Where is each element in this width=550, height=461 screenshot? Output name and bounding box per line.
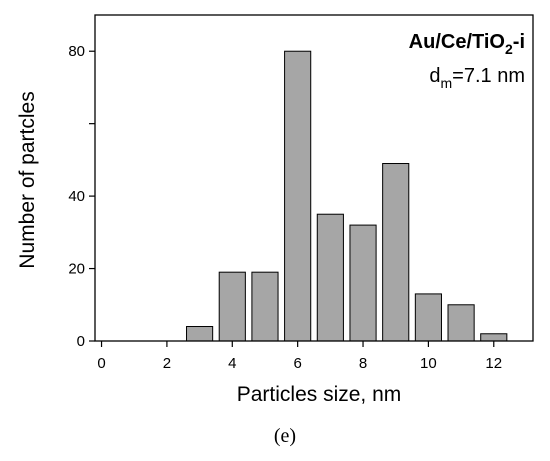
sample-label: Au/Ce/TiO2-i [409,31,525,57]
y-tick-label-0: 0 [77,333,85,350]
x-tick-label-8: 8 [359,355,367,372]
bar-12nm [480,333,508,342]
y-tick-label-80: 80 [68,43,85,60]
bar-8nm [349,224,377,342]
plot-frame [94,14,534,342]
x-tick-label-2: 2 [163,355,171,372]
tick-group: 0 2 4 6 8 10 12 0 20 40 80 [68,43,502,372]
mean-diameter-symbol: d [429,65,440,87]
bar-group [186,50,508,342]
sample-label-prefix: Au/Ce/TiO [409,31,505,53]
bar-10nm [414,293,442,342]
sample-label-suffix: -i [513,31,525,53]
x-tick-label-6: 6 [293,355,301,372]
sample-label-subscript: 2 [505,41,513,57]
x-tick-label-0: 0 [97,355,105,372]
x-axis-title: Particles size, nm [237,383,402,406]
mean-diameter-value: =7.1 nm [452,65,525,87]
bar-11nm [447,304,475,342]
bar-7nm [316,213,344,342]
y-tick-label-20: 20 [68,261,85,278]
bar-6nm [284,50,312,342]
bar-5nm [251,271,279,342]
x-tick-label-10: 10 [420,355,437,372]
figure-caption: (e) [274,425,296,447]
mean-diameter-subscript: m [441,75,453,91]
bar-3nm [186,326,214,342]
x-tick-label-4: 4 [228,355,236,372]
mean-diameter-label: dm=7.1 nm [429,65,525,91]
x-tick-label-12: 12 [485,355,502,372]
y-axis-title: Number of partcles [16,91,39,268]
y-tick-label-40: 40 [68,188,85,205]
bar-4nm [218,271,246,342]
bar-9nm [382,163,410,342]
